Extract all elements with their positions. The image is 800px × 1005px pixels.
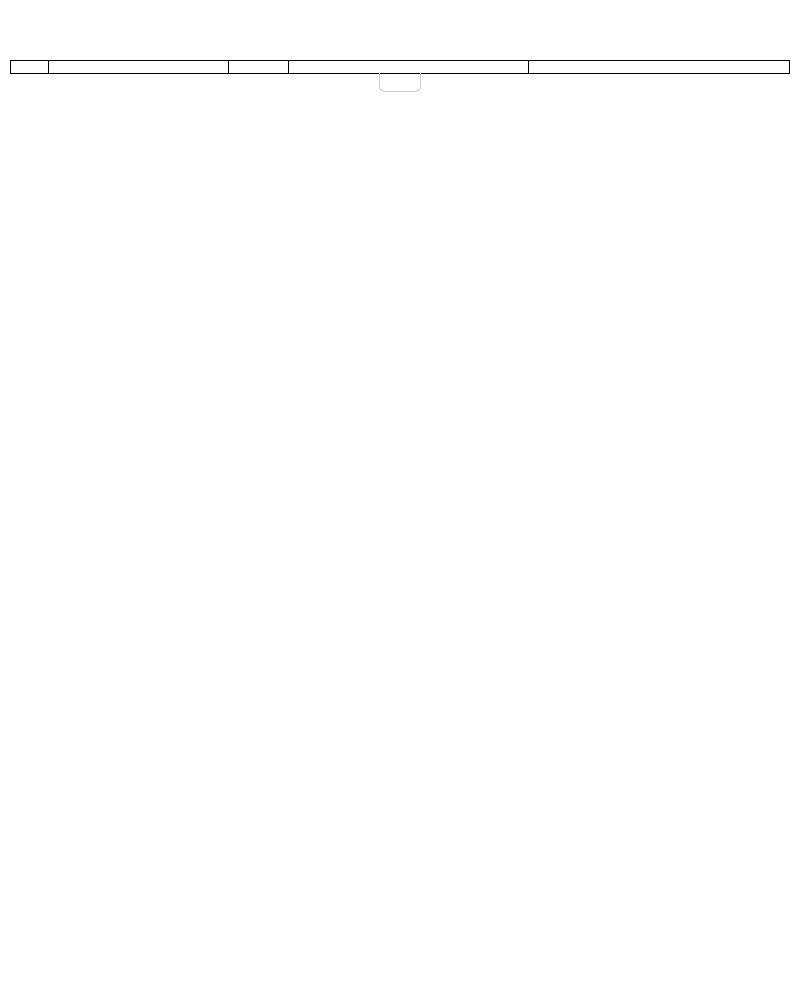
col-no [11, 61, 49, 74]
expand-tab[interactable] [379, 73, 421, 92]
table-header-row [11, 61, 790, 74]
col-cond [529, 61, 790, 74]
col-spec [289, 61, 529, 74]
appearance-drawing [10, 120, 790, 430]
specification-table [10, 60, 790, 74]
col-item [49, 61, 229, 74]
col-unit [229, 61, 289, 74]
